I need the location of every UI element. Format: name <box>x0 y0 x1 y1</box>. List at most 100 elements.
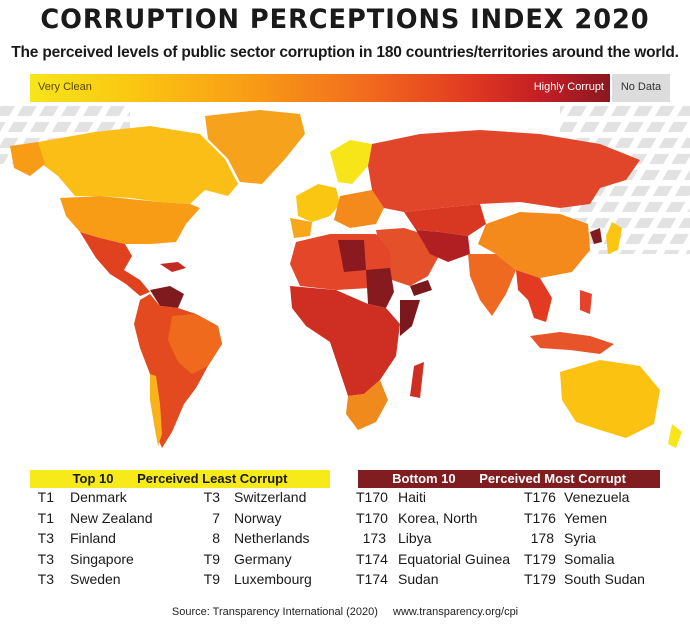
map-region-somalia <box>400 300 420 336</box>
list-item: T3 Sweden <box>36 571 196 592</box>
map-region-mexico <box>80 232 150 296</box>
legend-high-label: Highly Corrupt <box>533 81 604 93</box>
country: Switzerland <box>234 489 307 505</box>
country: Luxembourg <box>234 571 312 587</box>
rank: T9 <box>203 550 220 567</box>
map-region-eastern-europe <box>334 190 384 228</box>
map-region-australia <box>560 360 660 438</box>
map-region-central-asia <box>404 204 486 236</box>
list-item: T174 Equatorial Guinea <box>356 551 526 572</box>
map-region-southeast-asia <box>516 270 552 322</box>
list-item: T3 Finland <box>36 530 196 551</box>
map-region-north-korea <box>590 228 602 244</box>
map-region-caribbean <box>160 262 186 272</box>
legend-gradient-bar <box>30 74 610 102</box>
bottom10-list-col1: T170 Haiti T170 Korea, North 173 Libya T174… <box>356 489 526 592</box>
map-region-iran-afghanistan <box>416 230 470 262</box>
country: Libya <box>398 530 432 546</box>
rank: T176 <box>524 509 556 526</box>
country: New Zealand <box>70 509 153 526</box>
rank: T174 <box>356 571 388 587</box>
source-url: www.transparency.org/cpi <box>393 606 519 618</box>
map-region-sudan <box>366 268 394 308</box>
list-item: 8 Netherlands <box>200 530 340 551</box>
list-item: T170 Korea, North <box>356 510 526 531</box>
country: Germany <box>234 550 292 567</box>
map-region-indonesia <box>530 332 614 354</box>
country: Syria <box>564 530 596 546</box>
map-region-brazil <box>168 314 222 374</box>
top10-list-col1: T1 Denmark T1 New Zealand T3 Finland T3 Sing… <box>36 489 196 592</box>
list-item: T176 Yemen <box>524 510 674 531</box>
rank: 7 <box>212 509 220 526</box>
country: Yemen <box>564 509 608 526</box>
list-item: T3 Singapore <box>36 551 196 572</box>
map-region-chile <box>150 374 162 446</box>
country: Singapore <box>70 550 134 567</box>
page-title: CORRUPTION PERCEPTIONS INDEX 2020 <box>40 4 650 35</box>
rank: T9 <box>203 571 220 587</box>
map-region-india <box>468 254 516 316</box>
rank: 8 <box>212 530 220 546</box>
list-item: T9 Luxembourg <box>200 571 340 592</box>
map-region-yemen <box>410 280 432 296</box>
rank: T170 <box>356 489 388 505</box>
country: Haiti <box>398 489 427 505</box>
map-region-alaska <box>10 142 45 176</box>
bottom10-heading-right: Perceived Most Corrupt <box>479 471 626 486</box>
list-item: T9 Germany <box>200 551 340 572</box>
rank: T170 <box>356 509 388 526</box>
rank: T3 <box>203 489 220 505</box>
top10-list-col2: T3 Switzerland 7 Norway 8 Netherlands T9 Ger… <box>200 489 340 592</box>
rank: 178 <box>530 530 554 546</box>
list-item: T170 Haiti <box>356 489 526 510</box>
rank: T3 <box>37 530 54 546</box>
map-region-scandinavia <box>330 140 372 184</box>
country: Sudan <box>398 571 439 587</box>
page-subtitle: The perceived levels of public sector co… <box>11 44 679 61</box>
map-region-venezuela <box>150 286 184 308</box>
country: Venezuela <box>564 489 630 505</box>
list-item: T179 Somalia <box>524 551 674 572</box>
map-region-japan <box>606 222 622 254</box>
legend-no-data-label: No Data <box>620 81 662 93</box>
legend-no-data-swatch: No Data <box>612 74 670 102</box>
list-item: T174 Sudan <box>356 571 526 592</box>
list-item: 178 Syria <box>524 530 674 551</box>
country: Norway <box>234 509 282 526</box>
rank: T3 <box>37 571 54 587</box>
top10-heading-right: Perceived Least Corrupt <box>137 471 288 486</box>
map-region-china <box>478 212 590 278</box>
source-footer: Source: Transparency International (2020… <box>0 606 690 618</box>
map-region-iberia <box>290 218 312 238</box>
rank: T179 <box>524 550 556 567</box>
list-item: T176 Venezuela <box>524 489 674 510</box>
rank: T1 <box>37 489 54 505</box>
bottom10-list-col2: T176 Venezuela T176 Yemen 178 Syria T179 Som… <box>524 489 674 592</box>
rank: T179 <box>524 571 556 587</box>
legend-low-label: Very Clean <box>38 81 92 93</box>
map-region-new-zealand <box>668 424 682 448</box>
map-region-greenland <box>205 110 305 184</box>
map-region-southern-africa <box>346 380 388 430</box>
map-region-western-europe <box>296 184 340 222</box>
rank: T174 <box>356 550 388 567</box>
map-region-russia <box>368 130 640 212</box>
top10-heading-left: Top 10 <box>72 471 114 486</box>
map-region-usa <box>60 196 200 244</box>
list-item: 7 Norway <box>200 510 340 531</box>
country: Netherlands <box>234 530 310 546</box>
bottom10-header: Bottom 10 Perceived Most Corrupt <box>358 470 660 488</box>
map-region-philippines <box>580 290 592 314</box>
bottom10-heading-left: Bottom 10 <box>392 471 456 486</box>
list-item: T1 New Zealand <box>36 510 196 531</box>
country: Finland <box>70 530 116 546</box>
country: Equatorial Guinea <box>398 550 511 567</box>
rank: T176 <box>524 489 556 505</box>
map-region-central-africa <box>290 286 400 396</box>
list-item: 173 Libya <box>356 530 526 551</box>
country: Korea, North <box>398 509 478 526</box>
world-map <box>0 104 690 448</box>
country: Sweden <box>70 571 121 587</box>
country: Somalia <box>564 550 615 567</box>
